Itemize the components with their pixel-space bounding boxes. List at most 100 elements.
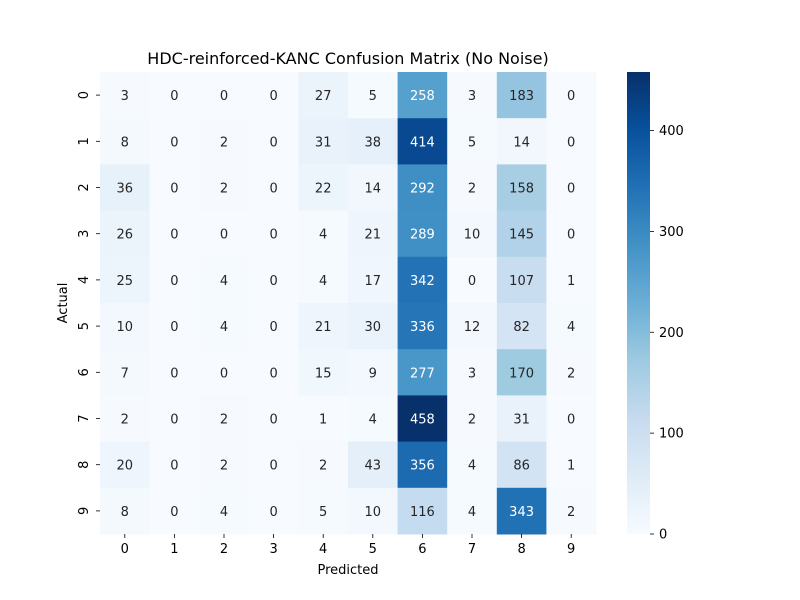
cell-value-label: 0 [170, 274, 178, 289]
heatmap-cell [397, 395, 448, 443]
heatmap-cell [546, 395, 597, 443]
cell-value-label: 0 [170, 135, 178, 150]
heatmap-cell [100, 303, 151, 350]
heatmap-cell [348, 118, 399, 165]
cell-value-label: 2 [468, 182, 476, 197]
y-tick-label: 3 [77, 230, 92, 238]
cell-value-label: 458 [410, 413, 435, 428]
heatmap-cell [546, 441, 597, 489]
heatmap-cell [397, 441, 448, 489]
heatmap-cell [447, 441, 498, 489]
cell-value-label: 4 [319, 228, 327, 243]
cell-value-label: 8 [121, 505, 129, 520]
heatmap-cell [546, 303, 597, 350]
heatmap-cell [546, 164, 597, 212]
heatmap-cell [248, 164, 299, 212]
cell-value-label: 0 [170, 459, 178, 474]
cell-value-label: 343 [509, 505, 534, 520]
cell-value-label: 3 [468, 366, 476, 381]
cell-value-label: 0 [567, 228, 575, 243]
cell-value-label: 4 [567, 320, 575, 335]
heatmap-cell [199, 303, 250, 350]
cell-value-label: 14 [513, 135, 530, 150]
y-tick-label: 4 [77, 276, 92, 284]
colorbar: 0 100 200 300 400 [627, 72, 684, 543]
heatmap-cell [149, 210, 200, 258]
x-axis: 0 1 2 3 4 5 6 7 8 9 [121, 534, 575, 557]
cell-value-label: 3 [468, 89, 476, 104]
heatmap-cell [298, 72, 349, 119]
heatmap-cell [546, 118, 597, 165]
heatmap-cell [248, 395, 299, 443]
cell-value-label: 336 [410, 320, 435, 335]
cell-value-label: 2 [220, 459, 228, 474]
cell-value-label: 356 [410, 459, 435, 474]
cell-value-label: 0 [170, 413, 178, 428]
cell-value-label: 3 [121, 89, 129, 104]
x-tick-label: 2 [220, 542, 228, 557]
heatmap-cell [199, 256, 250, 304]
heatmap-cell [100, 256, 151, 304]
heatmap-cell [199, 349, 250, 396]
heatmap-cell [248, 72, 299, 119]
cell-value-label: 14 [365, 182, 382, 197]
cell-value-label: 38 [365, 135, 382, 150]
cell-value-label: 4 [220, 320, 228, 335]
y-axis-label: Actual [56, 283, 71, 324]
cell-value-label: 0 [220, 366, 228, 381]
heatmap-cell [199, 164, 250, 212]
cell-value-label: 414 [410, 135, 435, 150]
cell-value-label: 0 [170, 228, 178, 243]
cell-value-label: 43 [365, 459, 382, 474]
heatmap-cell [496, 349, 547, 396]
cell-value-label: 5 [468, 135, 476, 150]
cell-value-label: 12 [464, 320, 481, 335]
x-tick-label: 9 [567, 542, 575, 557]
heatmap-cell [348, 303, 399, 350]
heatmap-cell [447, 256, 498, 304]
cell-value-label: 1 [567, 274, 575, 289]
heatmap-cell [149, 487, 200, 535]
heatmap-cell [496, 303, 547, 350]
cell-value-label: 2 [220, 182, 228, 197]
x-tick-label: 8 [517, 542, 525, 557]
cell-value-label: 145 [509, 228, 534, 243]
cell-value-label: 4 [468, 505, 476, 520]
x-tick-label: 0 [121, 542, 129, 557]
y-tick-label: 1 [77, 137, 92, 145]
colorbar-tick-label: 300 [659, 225, 684, 240]
heatmap-cell [397, 349, 448, 396]
heatmap-cell [348, 210, 399, 258]
heatmap-cell [149, 395, 200, 443]
heatmap-cell [348, 256, 399, 304]
heatmap-cell [397, 210, 448, 258]
cell-value-label: 0 [269, 320, 277, 335]
heatmap-cell [199, 210, 250, 258]
cell-value-label: 7 [121, 366, 129, 381]
cell-value-label: 31 [315, 135, 332, 150]
cell-value-label: 0 [170, 505, 178, 520]
heatmap-cell [546, 487, 597, 535]
cell-value-label: 0 [567, 89, 575, 104]
heatmap-cell [298, 164, 349, 212]
heatmap-cell [199, 395, 250, 443]
cell-value-label: 0 [170, 320, 178, 335]
heatmap-cell [447, 303, 498, 350]
heatmap-cell [100, 441, 151, 489]
cell-value-label: 158 [509, 182, 534, 197]
heatmap-cell [248, 256, 299, 304]
x-axis-label: Predicted [317, 563, 378, 578]
cell-value-label: 0 [269, 135, 277, 150]
cell-value-label: 25 [117, 274, 134, 289]
y-tick-label: 0 [77, 91, 92, 99]
y-tick-label: 6 [77, 368, 92, 376]
heatmap-cell [496, 487, 547, 535]
cell-value-label: 0 [269, 413, 277, 428]
cell-value-label: 8 [121, 135, 129, 150]
heatmap-cell [248, 210, 299, 258]
cell-value-label: 2 [220, 413, 228, 428]
cell-value-label: 30 [365, 320, 382, 335]
cell-value-label: 170 [509, 366, 534, 381]
heatmap-cell [199, 118, 250, 165]
cell-value-label: 2 [319, 459, 327, 474]
